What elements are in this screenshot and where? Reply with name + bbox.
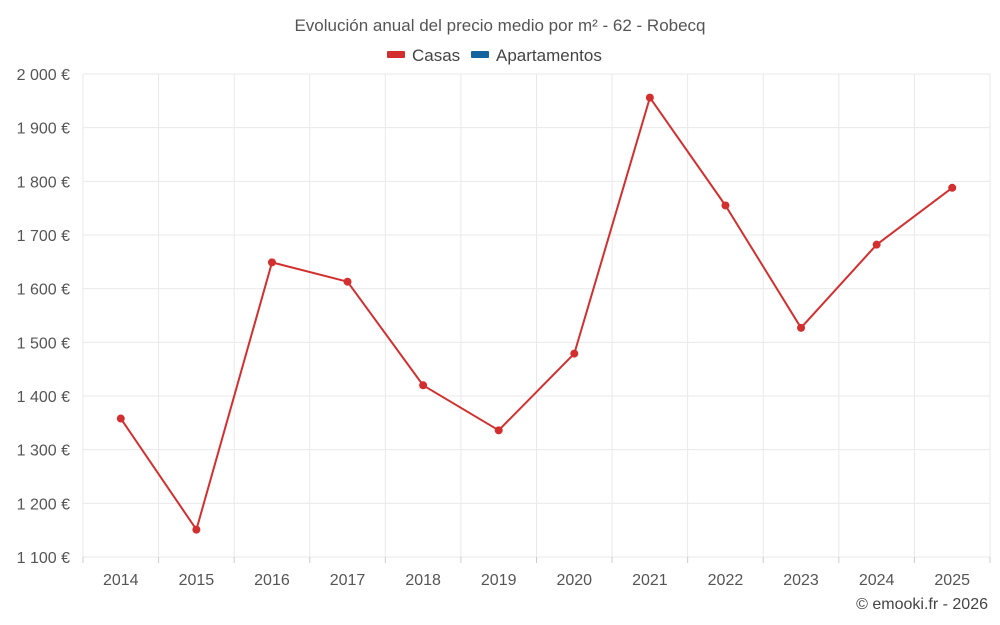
chart-title: Evolución anual del precio medio por m² … — [294, 16, 705, 35]
x-tick-label: 2021 — [632, 572, 668, 589]
legend-swatch-apartamentos — [471, 51, 489, 58]
series-layer — [116, 93, 957, 534]
y-tick-label: 1 100 € — [17, 550, 70, 567]
y-tick-label: 1 300 € — [17, 443, 70, 460]
data-point-casas-2015[interactable] — [192, 525, 201, 534]
legend: Casas Apartamentos — [387, 46, 602, 65]
series-line-casas — [119, 96, 953, 531]
x-tick-label: 2025 — [934, 572, 970, 589]
data-point-casas-2024[interactable] — [872, 240, 881, 249]
x-tick-label: 2019 — [481, 572, 517, 589]
data-point-casas-2018[interactable] — [419, 381, 428, 390]
data-point-casas-2014[interactable] — [116, 414, 125, 423]
x-tick-label: 2016 — [254, 572, 290, 589]
data-point-casas-2025[interactable] — [948, 183, 957, 192]
data-point-casas-2019[interactable] — [494, 426, 503, 435]
legend-swatch-casas — [387, 51, 405, 58]
legend-label-apartamentos: Apartamentos — [496, 46, 602, 65]
grid — [82, 73, 991, 563]
x-tick-label: 2022 — [708, 572, 744, 589]
y-tick-label: 1 800 € — [17, 174, 70, 191]
x-tick-label: 2017 — [330, 572, 366, 589]
x-tick-label: 2024 — [859, 572, 895, 589]
data-point-casas-2021[interactable] — [645, 93, 654, 102]
y-tick-label: 1 900 € — [17, 121, 70, 138]
x-tick-label: 2023 — [783, 572, 819, 589]
y-tick-label: 1 700 € — [17, 228, 70, 245]
x-tick-label: 2020 — [556, 572, 592, 589]
x-axis-ticks: 2014 2015 2016 2017 2018 2019 2020 2021 2022 2023… — [103, 572, 970, 589]
x-tick-label: 2015 — [179, 572, 215, 589]
legend-label-casas: Casas — [412, 46, 460, 65]
y-tick-label: 2 000 € — [17, 67, 70, 84]
x-tick-label: 2014 — [103, 572, 139, 589]
data-point-casas-2020[interactable] — [570, 349, 579, 358]
data-point-casas-2016[interactable] — [267, 258, 276, 267]
data-point-casas-2023[interactable] — [797, 323, 806, 332]
y-tick-label: 1 200 € — [17, 496, 70, 513]
legend-item-apartamentos[interactable]: Apartamentos — [471, 46, 602, 65]
data-point-casas-2022[interactable] — [721, 201, 730, 210]
legend-item-casas[interactable]: Casas — [387, 46, 460, 65]
y-tick-label: 1 400 € — [17, 389, 70, 406]
data-point-casas-2017[interactable] — [343, 277, 352, 286]
credit-text: © emooki.fr - 2026 — [856, 596, 988, 613]
y-axis-ticks: 1 100 € 1 200 € 1 300 € 1 400 € 1 500 € 1 600… — [17, 67, 70, 567]
x-tick-label: 2018 — [405, 572, 441, 589]
y-tick-label: 1 500 € — [17, 335, 70, 352]
y-tick-label: 1 600 € — [17, 282, 70, 299]
